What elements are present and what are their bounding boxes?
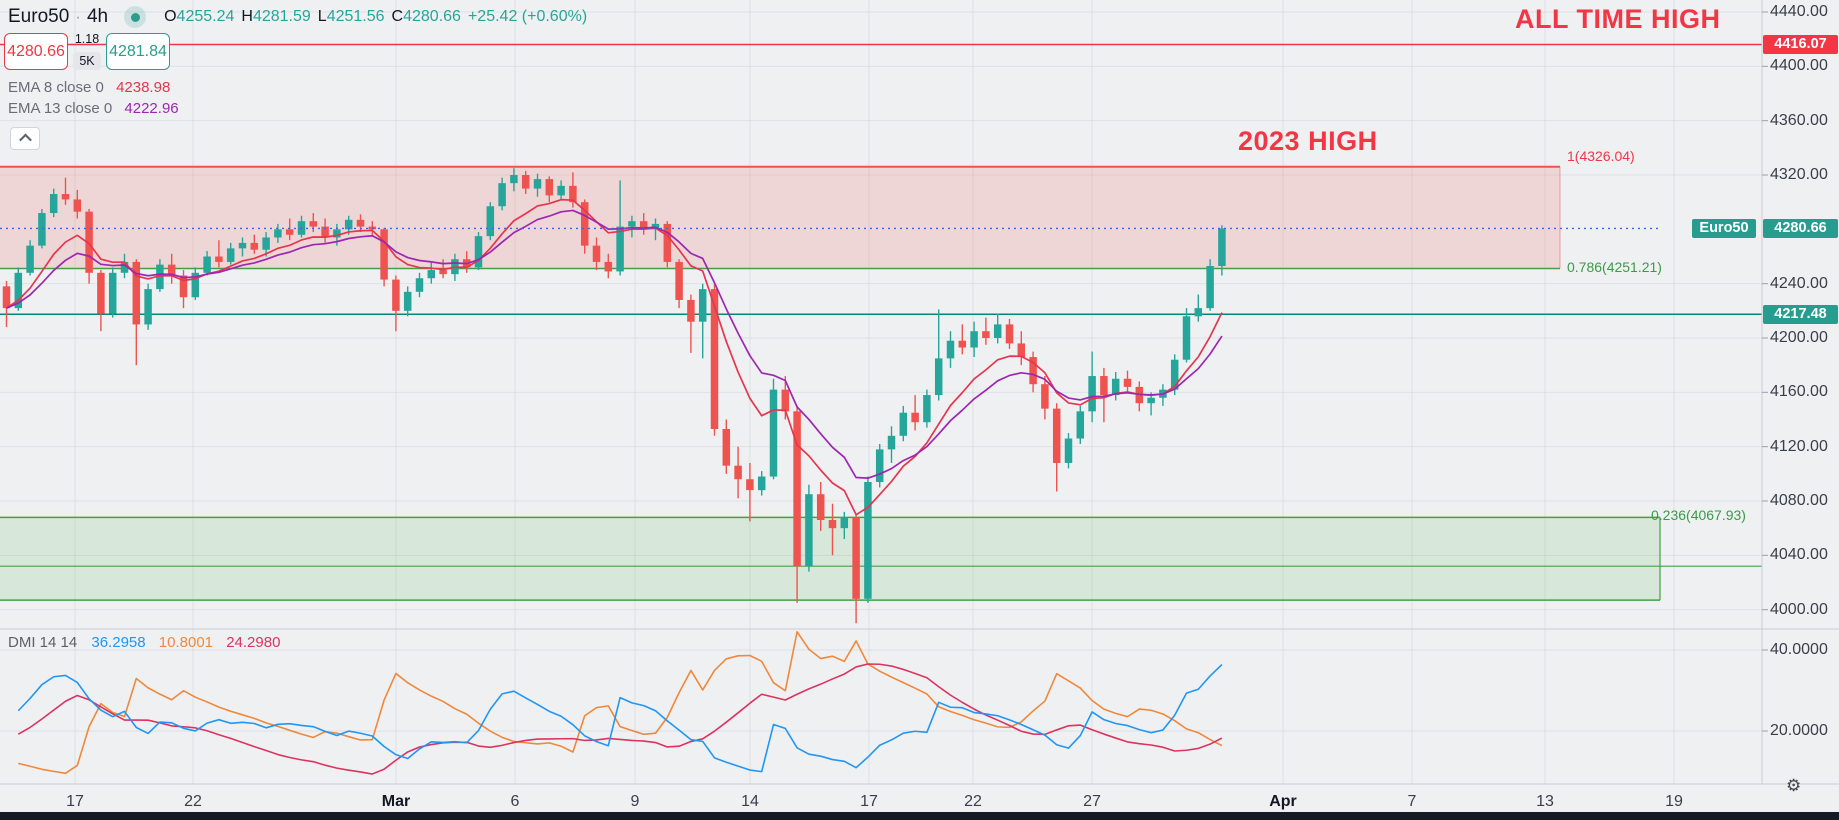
- time-axis-label: 27: [1083, 793, 1101, 810]
- time-axis-settings-gear-icon[interactable]: ⚙: [1786, 776, 1802, 795]
- dmi-axis-label: 40.0000: [1770, 641, 1828, 658]
- dmi-title[interactable]: DMI 14 14: [8, 634, 78, 651]
- dmi-legend: DMI 14 14 36.2958 10.8001 24.2980: [8, 634, 280, 651]
- timeframe-label[interactable]: 4h: [86, 6, 109, 27]
- support-price-tag: 4217.48: [1763, 304, 1838, 324]
- price-axis-label: 4360.00: [1770, 111, 1828, 129]
- price-axis-label: 4440.00: [1770, 3, 1828, 20]
- market-status-icon[interactable]: [124, 6, 147, 28]
- time-axis-label: Apr: [1269, 793, 1297, 810]
- ema8-value: 4238.98: [116, 79, 171, 96]
- low-value: 4251.56: [326, 8, 385, 25]
- ohlc-readout: O4255.24 H4281.59 L4251.56 C4280.66 +25.42 (…: [164, 8, 587, 26]
- ema13-label: EMA 13 close 0: [8, 100, 113, 117]
- symbol-separator: ·: [75, 7, 81, 26]
- price-axis-label: 4200.00: [1770, 329, 1828, 346]
- buy-sell-widget: 4280.66 1.18 5K 4281.84: [4, 33, 170, 70]
- ath-price-tag: 4416.07: [1763, 35, 1838, 54]
- spread-value: 1.18: [74, 32, 100, 46]
- symbol-name[interactable]: Euro50: [8, 6, 70, 27]
- price-axis-label: 4400.00: [1770, 57, 1828, 75]
- price-axis-label: 4160.00: [1770, 383, 1828, 401]
- fib-level-0236-label: 0.236(4067.93): [1651, 507, 1746, 524]
- price-axis-label: 4120.00: [1770, 437, 1828, 455]
- collapse-legend-button[interactable]: [10, 127, 40, 150]
- price-axis-label: 4040.00: [1770, 546, 1828, 564]
- time-axis-label: 7: [1407, 793, 1417, 810]
- time-axis-label: 9: [630, 793, 640, 810]
- 2023-high-annotation: 2023 HIGH: [1238, 126, 1378, 156]
- bottom-toolbar: [0, 812, 1839, 820]
- last-price-symbol-tag: Euro50: [1692, 218, 1756, 238]
- time-axis-label: Mar: [381, 793, 411, 810]
- high-label: H: [241, 8, 253, 25]
- time-axis-label: 19: [1665, 793, 1683, 810]
- sell-button[interactable]: 4280.66: [4, 33, 68, 70]
- price-axis-label: 4000.00: [1770, 600, 1828, 618]
- change-value: +25.42 (+0.60%): [467, 8, 588, 25]
- time-axis-label: 22: [184, 793, 202, 810]
- time-axis-label: 17: [860, 793, 878, 810]
- close-label: C: [391, 8, 404, 25]
- dmi-minus-di-value: 10.8001: [158, 634, 214, 651]
- time-axis-label: 17: [66, 793, 84, 810]
- price-axis-label: 4240.00: [1770, 274, 1828, 292]
- quantity-selector[interactable]: 5K: [73, 52, 101, 70]
- all-time-high-annotation: ALL TIME HIGH: [1515, 4, 1721, 34]
- symbol-legend: Euro50 · 4h O4255.24 H4281.59 L4251.56 C428…: [8, 6, 587, 28]
- ema13-legend: EMA 13 close 0 4222.96: [8, 100, 179, 117]
- price-axis-label: 4320.00: [1770, 166, 1828, 183]
- open-label: O: [164, 8, 177, 25]
- fib-level-1-label: 1(4326.04): [1567, 147, 1635, 164]
- dmi-axis-label: 20.0000: [1770, 722, 1828, 739]
- chevron-up-icon: [18, 133, 32, 147]
- low-label: L: [317, 8, 327, 25]
- time-axis-label: 13: [1536, 793, 1554, 810]
- price-axis-label: 4080.00: [1770, 492, 1828, 509]
- dmi-adx-value: 24.2980: [226, 634, 281, 651]
- close-value: 4280.66: [403, 8, 461, 25]
- ema8-legend: EMA 8 close 0 4238.98: [8, 79, 170, 96]
- time-axis-label: 22: [964, 793, 982, 810]
- high-value: 4281.59: [252, 8, 311, 25]
- dmi-plus-di-value: 36.2958: [91, 634, 146, 651]
- last-price-tag: 4280.66: [1763, 218, 1838, 238]
- open-value: 4255.24: [176, 8, 235, 25]
- time-axis-label: 6: [510, 793, 520, 810]
- ema13-value: 4222.96: [124, 100, 179, 117]
- fib-level-0786-label: 0.786(4251.21): [1567, 259, 1662, 276]
- ema8-label: EMA 8 close 0: [8, 79, 104, 96]
- time-axis-label: 14: [741, 793, 759, 810]
- buy-button[interactable]: 4281.84: [106, 33, 170, 70]
